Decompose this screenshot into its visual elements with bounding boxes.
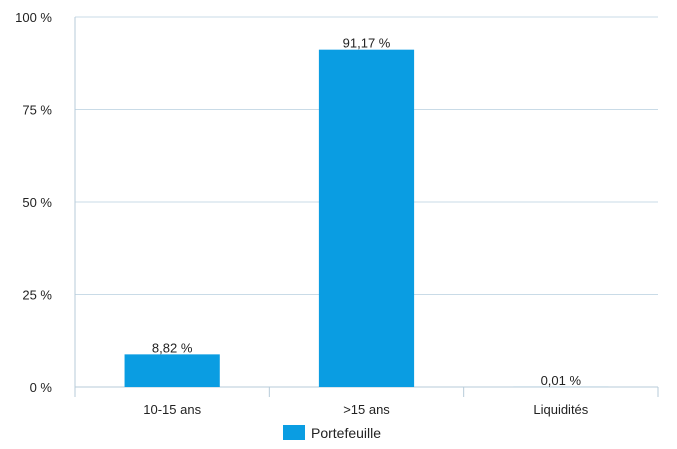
bars-layer [125, 50, 609, 387]
legend-label-portefeuille: Portefeuille [311, 425, 381, 441]
y-tick-label: 50 % [22, 195, 52, 210]
x-tick-label: Liquidités [533, 402, 588, 417]
bar-value-label: 91,17 % [343, 36, 391, 51]
y-tick-label: 0 % [30, 380, 53, 395]
y-tick-label: 25 % [22, 288, 52, 303]
y-tick-label: 75 % [22, 103, 52, 118]
x-tick-label: >15 ans [343, 402, 390, 417]
y-tick-label: 100 % [15, 10, 52, 25]
bar-value-label: 0,01 % [541, 373, 582, 388]
legend: Portefeuille [283, 425, 381, 441]
bar-1 [319, 50, 414, 387]
legend-swatch-portefeuille [283, 425, 305, 440]
bar-value-label: 8,82 % [152, 340, 193, 355]
x-tick-label: 10-15 ans [143, 402, 201, 417]
bar-0 [125, 354, 220, 387]
